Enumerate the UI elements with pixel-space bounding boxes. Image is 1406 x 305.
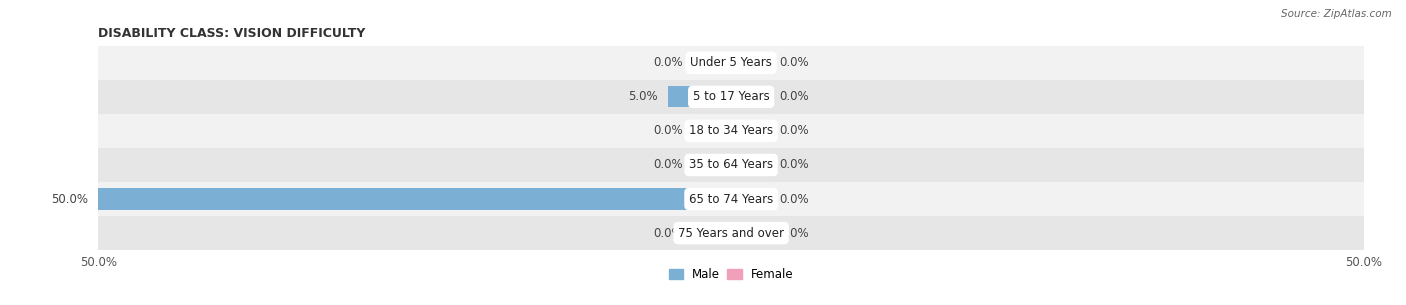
Text: 0.0%: 0.0% — [779, 90, 808, 103]
Text: 0.0%: 0.0% — [654, 124, 683, 137]
Legend: Male, Female: Male, Female — [669, 268, 793, 281]
Text: 0.0%: 0.0% — [779, 56, 808, 69]
Text: 0.0%: 0.0% — [779, 227, 808, 239]
Bar — [731, 223, 769, 244]
Bar — [98, 188, 731, 210]
Text: 5 to 17 Years: 5 to 17 Years — [693, 90, 769, 103]
Bar — [731, 86, 769, 107]
Bar — [731, 120, 769, 142]
Text: 5.0%: 5.0% — [628, 90, 658, 103]
Bar — [693, 120, 731, 142]
Bar — [98, 148, 1364, 182]
Bar — [731, 188, 769, 210]
Bar — [693, 154, 731, 175]
Text: 0.0%: 0.0% — [654, 159, 683, 171]
Text: 0.0%: 0.0% — [779, 124, 808, 137]
Bar — [731, 52, 769, 73]
Bar — [98, 216, 1364, 250]
Bar — [98, 80, 1364, 114]
Bar — [693, 52, 731, 73]
Bar — [731, 154, 769, 175]
Text: 50.0%: 50.0% — [51, 192, 89, 206]
Bar — [668, 86, 731, 107]
Bar — [98, 182, 1364, 216]
Text: 65 to 74 Years: 65 to 74 Years — [689, 192, 773, 206]
Text: 35 to 64 Years: 35 to 64 Years — [689, 159, 773, 171]
Text: DISABILITY CLASS: VISION DIFFICULTY: DISABILITY CLASS: VISION DIFFICULTY — [98, 27, 366, 41]
Text: 0.0%: 0.0% — [654, 227, 683, 239]
Text: 0.0%: 0.0% — [779, 159, 808, 171]
Text: 0.0%: 0.0% — [779, 192, 808, 206]
Bar — [98, 46, 1364, 80]
Text: 0.0%: 0.0% — [654, 56, 683, 69]
Text: 75 Years and over: 75 Years and over — [678, 227, 785, 239]
Text: Under 5 Years: Under 5 Years — [690, 56, 772, 69]
Text: 18 to 34 Years: 18 to 34 Years — [689, 124, 773, 137]
Bar — [693, 223, 731, 244]
Text: Source: ZipAtlas.com: Source: ZipAtlas.com — [1281, 9, 1392, 19]
Bar — [98, 114, 1364, 148]
